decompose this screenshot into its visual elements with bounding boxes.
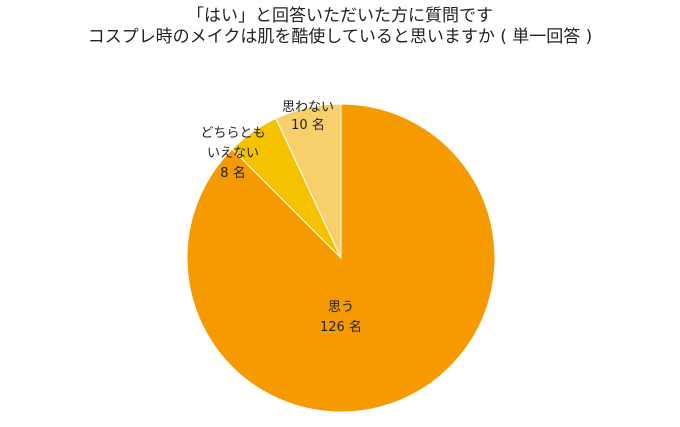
slice-label-2-line-1: どちらとも [200, 126, 265, 141]
slice-label-1: 思う [328, 300, 354, 315]
slice-value-label-2: 8 名 [220, 165, 245, 181]
slice-value-label-3: 10 名 [291, 117, 325, 133]
slice-label-3: 思わない [282, 100, 334, 115]
slice-label-2-line-2: いえない [207, 146, 259, 161]
slice-value-label-1: 126 名 [320, 319, 362, 335]
chart-title-line-2: コスプレ時のメイクは肌を酷使していると思いますか ( 単一回答 ) [87, 27, 593, 47]
chart-title: 「はい」と回答いただいた方に質問です コスプレ時のメイクは肌を酷使していると思い… [0, 6, 680, 48]
chart-title-line-1: 「はい」と回答いただいた方に質問です [187, 6, 493, 26]
pie-slice-3 [275, 103, 342, 259]
